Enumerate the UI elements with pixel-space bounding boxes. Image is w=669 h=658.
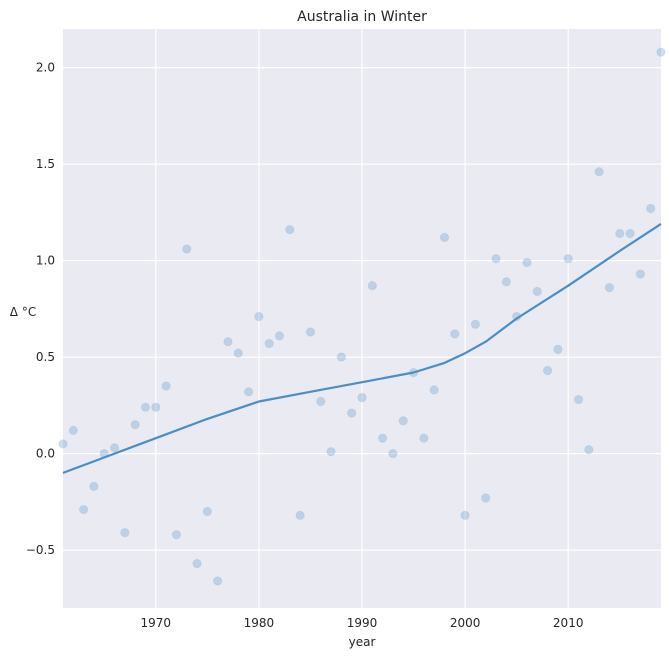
x-tick-label: 1990 — [347, 616, 378, 630]
data-point — [295, 510, 305, 521]
data-point — [645, 203, 656, 214]
data-point — [140, 402, 151, 412]
data-point — [398, 416, 408, 426]
data-point — [264, 338, 274, 349]
data-point — [171, 529, 182, 540]
data-point — [532, 286, 542, 297]
data-point — [58, 439, 68, 449]
data-point — [377, 433, 388, 443]
data-point — [78, 504, 89, 515]
data-point — [212, 576, 223, 586]
x-axis-label: year — [349, 635, 376, 649]
y-axis-label: Δ °C — [10, 305, 36, 319]
data-point — [316, 396, 326, 407]
data-point — [450, 329, 460, 339]
data-point — [542, 365, 553, 376]
y-tick-label: 1.5 — [36, 157, 55, 171]
x-tick-label: 2010 — [553, 616, 584, 630]
data-point — [233, 348, 243, 358]
y-tick-label: 1.0 — [36, 254, 55, 268]
data-point — [625, 228, 635, 239]
data-point — [151, 402, 161, 412]
data-point — [223, 336, 233, 347]
y-tick-label: 0.0 — [36, 447, 55, 461]
data-point — [594, 167, 604, 177]
data-point — [584, 445, 594, 455]
data-point — [285, 225, 295, 235]
data-point — [563, 253, 573, 264]
data-point — [460, 510, 470, 521]
data-point — [243, 387, 254, 397]
data-point — [202, 506, 213, 517]
data-point — [604, 282, 615, 293]
trend-line — [62, 222, 662, 474]
data-point — [501, 277, 512, 287]
data-point — [326, 446, 336, 457]
data-point — [305, 327, 316, 337]
data-point — [254, 311, 264, 322]
data-point — [89, 481, 99, 492]
data-point — [388, 448, 398, 459]
y-tick-label: 2.0 — [36, 61, 55, 75]
data-point — [357, 392, 367, 403]
data-point — [470, 319, 481, 329]
data-point — [439, 232, 450, 243]
data-point — [419, 433, 429, 443]
data-point — [429, 385, 439, 395]
data-point — [367, 280, 378, 291]
x-tick-label: 2000 — [450, 616, 481, 630]
data-point — [553, 344, 563, 355]
data-point — [161, 381, 171, 391]
data-point — [656, 47, 666, 57]
data-point — [491, 253, 501, 264]
y-tick-label: −0.5 — [26, 543, 55, 557]
x-tick-label: 1980 — [244, 616, 275, 630]
data-point — [192, 558, 202, 569]
data-point — [130, 419, 140, 430]
data-point — [481, 493, 491, 503]
data-point — [635, 269, 646, 279]
data-point — [274, 331, 285, 341]
data-point — [336, 352, 347, 362]
data-point — [120, 528, 130, 538]
data-point — [615, 228, 625, 239]
data-point — [573, 394, 584, 405]
data-point — [182, 244, 192, 254]
data-point — [346, 408, 357, 418]
data-point — [522, 257, 532, 268]
y-tick-label: 0.5 — [36, 350, 55, 364]
plot-area: 1970 1980 1990 2000 2010 −0.5 0.0 0.5 1.0 1.5 2.0 — [26, 29, 666, 630]
x-tick-label: 1970 — [141, 616, 172, 630]
data-point — [68, 425, 79, 436]
data-point — [109, 443, 120, 453]
chart-title: Australia in Winter — [297, 9, 427, 25]
